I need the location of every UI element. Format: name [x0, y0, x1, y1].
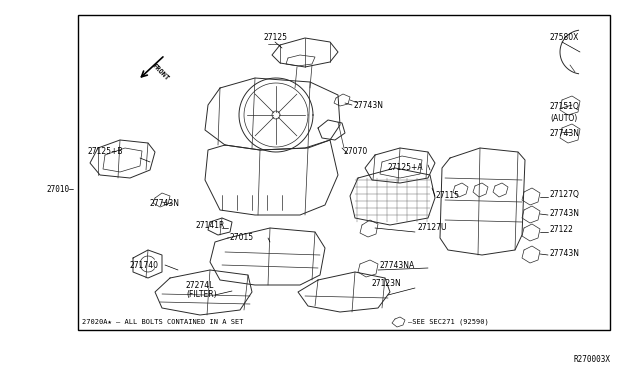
Text: 27125+A: 27125+A	[388, 164, 424, 173]
Text: 27122: 27122	[550, 225, 574, 234]
Text: 27020A★ – ALL BOLTS CONTAINED IN A SET: 27020A★ – ALL BOLTS CONTAINED IN A SET	[82, 319, 243, 325]
Text: 27580X: 27580X	[550, 33, 579, 42]
Text: 27123N: 27123N	[372, 279, 402, 289]
Text: 27743N: 27743N	[550, 128, 580, 138]
Text: FRONT: FRONT	[150, 62, 170, 81]
Text: 27127Q: 27127Q	[550, 190, 580, 199]
Text: (AUTO): (AUTO)	[550, 113, 577, 122]
Text: 27743N: 27743N	[150, 199, 180, 208]
Text: 27274L: 27274L	[186, 280, 214, 289]
Text: 27125+B: 27125+B	[87, 148, 122, 157]
Text: 27743N: 27743N	[550, 248, 580, 257]
Text: 27115: 27115	[435, 192, 459, 201]
Text: 27141R: 27141R	[196, 221, 225, 231]
Text: 27743N: 27743N	[550, 208, 580, 218]
Text: 271740: 271740	[130, 260, 159, 269]
Text: 27015: 27015	[230, 232, 254, 241]
Text: 27070: 27070	[344, 147, 368, 155]
Text: 27743N: 27743N	[354, 100, 384, 109]
Text: 27743NA: 27743NA	[380, 260, 415, 269]
Text: —SEE SEC271 (92590): —SEE SEC271 (92590)	[408, 319, 489, 325]
Text: 27151Q: 27151Q	[550, 103, 580, 112]
Bar	[78, 15, 610, 330]
Text: (FILTER): (FILTER)	[186, 291, 216, 299]
Text: 27125: 27125	[263, 33, 287, 42]
Text: 27127U: 27127U	[418, 224, 447, 232]
Text: R270003X: R270003X	[573, 356, 610, 365]
Text: 27010—: 27010—	[46, 186, 74, 195]
